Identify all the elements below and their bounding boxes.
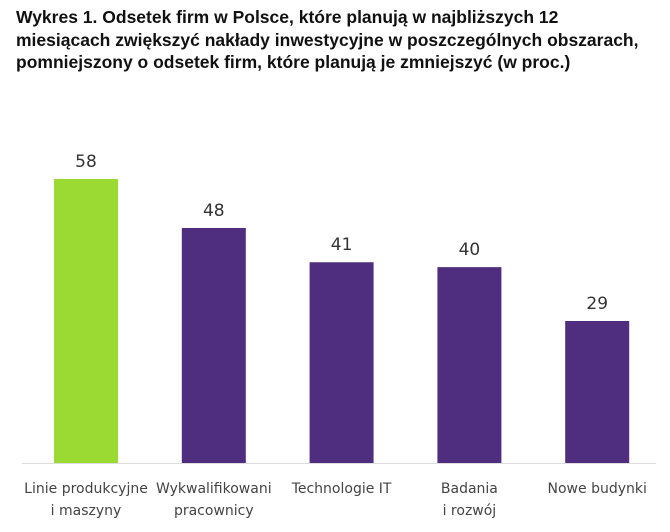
x-tick-label: Technologie IT	[291, 481, 392, 497]
x-tick-label: i maszyny	[51, 503, 122, 519]
data-label: 41	[331, 235, 353, 255]
bar	[437, 267, 502, 463]
bar	[565, 321, 630, 463]
bar	[181, 227, 246, 463]
x-tick-label: Badania	[441, 481, 498, 497]
bar	[309, 262, 374, 463]
data-label: 40	[459, 240, 481, 260]
bar	[54, 179, 118, 463]
data-label: 29	[586, 294, 608, 314]
chart-title: Wykres 1. Odsetek firm w Polsce, które p…	[16, 7, 639, 72]
x-tick-label: Wykwalifikowani	[156, 481, 272, 497]
x-tick-label: Nowe budynki	[548, 481, 647, 497]
x-tick-label: pracownicy	[174, 503, 254, 519]
data-label: 48	[203, 201, 225, 221]
x-tick-label: Linie produkcyjne	[24, 481, 148, 497]
data-label: 58	[75, 152, 97, 172]
x-tick-label: i rozwój	[443, 503, 497, 519]
